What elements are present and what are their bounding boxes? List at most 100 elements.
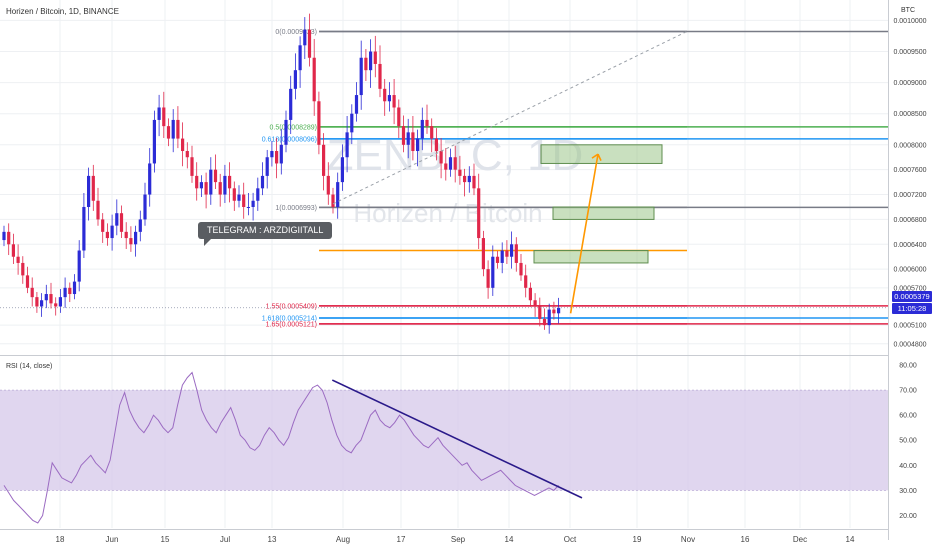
candle xyxy=(101,213,105,243)
candle xyxy=(166,118,171,147)
candle-body xyxy=(232,188,236,201)
candle xyxy=(152,110,156,173)
candle xyxy=(157,94,161,137)
target-boxes[interactable] xyxy=(533,144,663,264)
candle-body xyxy=(307,29,312,58)
candle xyxy=(514,237,518,272)
candle xyxy=(176,106,180,149)
symbol-header[interactable]: Horizen / Bitcoin, 1D, BINANCE xyxy=(6,7,119,16)
candle xyxy=(195,162,199,201)
candle-body xyxy=(336,182,340,207)
candle-body xyxy=(533,300,537,307)
candle xyxy=(213,154,218,190)
projection-arrow xyxy=(569,153,599,314)
candle-body xyxy=(218,182,222,195)
candle xyxy=(96,187,100,226)
candle-body xyxy=(491,256,495,288)
candle-body xyxy=(275,151,279,164)
candle xyxy=(505,240,509,265)
fib-level-label: 1(0.0006993) xyxy=(275,205,317,212)
candle xyxy=(251,192,255,221)
rsi-tick-label: 40.00 xyxy=(899,463,917,470)
candle-body xyxy=(77,250,81,282)
candle xyxy=(115,199,119,236)
candle xyxy=(87,167,91,221)
candle-body xyxy=(25,275,30,288)
candle-body xyxy=(406,132,410,145)
rsi-tick-label: 20.00 xyxy=(899,513,917,520)
candle-body xyxy=(54,303,58,307)
price-tick-label: 0.0007600 xyxy=(893,167,926,174)
candle xyxy=(373,35,377,78)
candle xyxy=(481,230,485,277)
candle xyxy=(345,115,349,173)
candle-body xyxy=(21,262,25,276)
price-tick-label: 0.0010000 xyxy=(893,18,926,25)
candle xyxy=(228,162,232,203)
candle-body xyxy=(68,287,72,295)
rsi-axis[interactable]: 20.00 30.00 40.00 50.00 60.00 70.00 80.00 xyxy=(899,363,917,520)
candle-body xyxy=(359,57,363,96)
candle xyxy=(369,39,373,88)
rsi-tick-label: 30.00 xyxy=(899,488,917,495)
candle-body xyxy=(152,119,156,164)
candle xyxy=(411,115,415,161)
price-axis[interactable]: 0.0004800 0.0005100 0.0005700 0.0006000 0.00… xyxy=(893,18,926,348)
drawings[interactable] xyxy=(0,30,888,314)
candle xyxy=(138,210,142,242)
candle-body xyxy=(510,244,514,257)
price-tick-label: 0.0009500 xyxy=(893,49,926,56)
telegram-callout[interactable]: TELEGRAM : ARZDIGIITALL xyxy=(198,222,333,246)
candle-body xyxy=(369,51,373,71)
candle xyxy=(425,104,429,134)
candle xyxy=(124,222,128,249)
time-tick-label: 14 xyxy=(505,535,514,544)
rsi-pane[interactable] xyxy=(0,371,888,524)
candle xyxy=(30,277,34,307)
candle-body xyxy=(246,206,250,208)
rsi-title[interactable]: RSI (14, close) xyxy=(6,363,52,370)
candle-body xyxy=(166,126,171,139)
candle xyxy=(25,266,30,294)
target-box xyxy=(533,250,649,264)
candle-body xyxy=(228,175,232,189)
candle-body xyxy=(289,88,293,120)
candle xyxy=(326,162,330,205)
rsi-band xyxy=(0,390,888,491)
candle-body xyxy=(58,297,62,307)
fib-level-label: 0.618(0.0008096) xyxy=(262,136,317,143)
candle xyxy=(557,297,561,324)
candle-body xyxy=(495,256,500,263)
candle xyxy=(312,38,316,116)
price-tick-label: 0.0008000 xyxy=(893,142,926,149)
candle-body xyxy=(11,244,15,257)
price-tick-label: 0.0006000 xyxy=(893,267,926,274)
candle-body xyxy=(237,194,241,201)
candle xyxy=(91,164,95,211)
candle-body xyxy=(453,157,457,170)
candle-body xyxy=(354,95,359,114)
candle xyxy=(542,308,547,330)
candle xyxy=(322,133,326,191)
candle xyxy=(491,245,495,296)
candle xyxy=(401,115,406,153)
time-axis[interactable]: 18 Jun 15 Jul 13 Aug 17 Sep 14 Oct 19 Nov 16 Dec 14 xyxy=(56,535,855,544)
candle-body xyxy=(91,175,95,201)
fib-levels[interactable]: 0(0.0009823) 0.5(0.0008289) 0.618(0.000809… xyxy=(262,29,888,328)
time-tick-label: 15 xyxy=(161,535,170,544)
candle-body xyxy=(162,107,166,127)
candle xyxy=(232,181,236,211)
candle-body xyxy=(35,297,39,307)
time-tick-label: 17 xyxy=(397,535,406,544)
candle-body xyxy=(500,250,504,263)
candle-body xyxy=(101,219,105,232)
candle xyxy=(270,140,274,167)
candle-body xyxy=(134,231,138,245)
candle-body xyxy=(129,238,133,245)
candle xyxy=(181,122,185,167)
time-tick-label: Jul xyxy=(220,535,230,544)
candle xyxy=(242,182,246,219)
candle-body xyxy=(176,119,180,139)
candle xyxy=(387,82,391,112)
